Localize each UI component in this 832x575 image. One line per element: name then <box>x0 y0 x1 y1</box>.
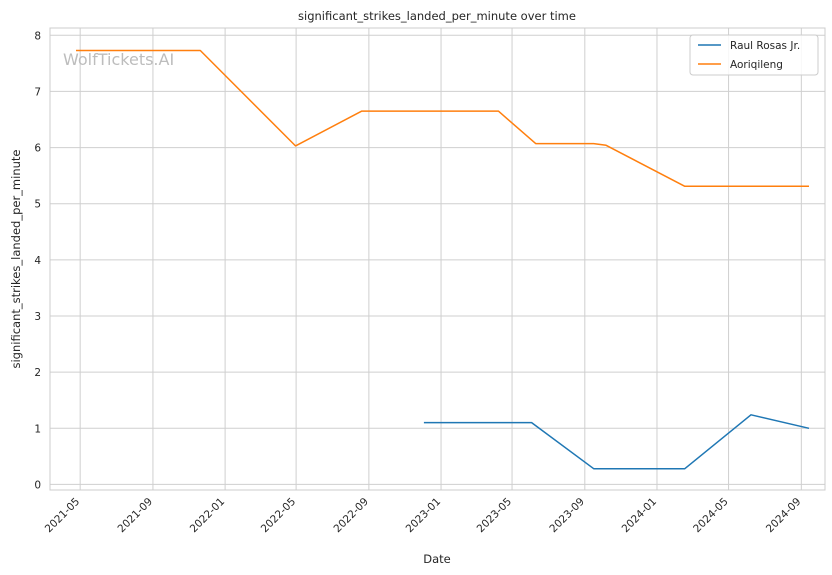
x-tick-label: 2021-05 <box>43 496 83 536</box>
x-tick-label: 2021-09 <box>116 496 156 536</box>
y-tick-label: 6 <box>34 143 41 155</box>
watermark: WolfTickets.AI <box>63 50 174 69</box>
y-ticks: 0 1 2 3 4 5 6 7 8 <box>34 30 41 491</box>
y-tick-label: 7 <box>34 86 41 98</box>
chart-title: significant_strikes_landed_per_minute ov… <box>298 9 576 23</box>
x-axis-label: Date <box>423 552 451 566</box>
legend: Raul Rosas Jr. Aoriqileng <box>689 34 819 76</box>
y-tick-label: 4 <box>34 255 41 267</box>
y-axis-label: significant_strikes_landed_per_minute <box>9 150 23 369</box>
y-tick-label: 2 <box>34 367 41 379</box>
legend-label-raul-rosas-jr: Raul Rosas Jr. <box>730 40 800 52</box>
x-tick-label: 2022-01 <box>188 496 228 536</box>
x-tick-label: 2024-01 <box>620 496 660 536</box>
y-tick-label: 5 <box>34 199 41 211</box>
y-tick-label: 1 <box>34 423 41 435</box>
grid <box>50 28 825 490</box>
x-tick-label: 2023-01 <box>404 496 444 536</box>
x-tick-label: 2023-09 <box>547 496 587 536</box>
series-line-raul-rosas-jr <box>423 414 810 470</box>
y-tick-label: 8 <box>34 30 41 42</box>
plot-frame <box>49 27 826 491</box>
legend-box <box>689 34 819 76</box>
series <box>76 49 810 470</box>
x-tick-label: 2024-09 <box>764 496 804 536</box>
x-tick-label: 2022-09 <box>331 496 371 536</box>
series-line-aoriqileng <box>76 49 809 188</box>
x-tick-label: 2024-05 <box>691 496 731 536</box>
y-tick-label: 3 <box>34 311 41 323</box>
x-tick-label: 2023-05 <box>475 496 515 536</box>
x-ticks: 2021-05 2021-09 2022-01 2022-05 2022-09 2023-… <box>43 496 804 536</box>
x-tick-label: 2022-05 <box>259 496 299 536</box>
y-tick-label: 0 <box>34 479 41 491</box>
legend-label-aoriqileng: Aoriqileng <box>730 59 783 71</box>
